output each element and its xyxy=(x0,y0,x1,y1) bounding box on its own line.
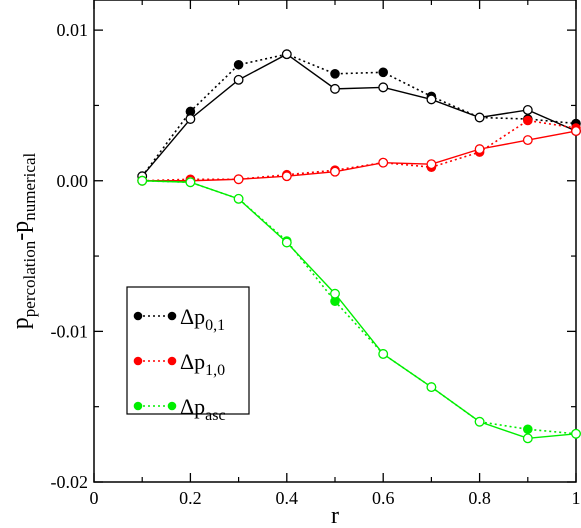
legend-label: Δp0,1 xyxy=(180,304,225,334)
axis-layer: 0 0.2 0.4 0.6 0.8 1 -0.02 -0.01 0.00 0.01 xyxy=(51,0,581,508)
legend-marker xyxy=(133,311,143,321)
y-tick-label: -0.02 xyxy=(51,472,89,492)
x-tick-label: 0.4 xyxy=(276,488,299,508)
data-point-open xyxy=(233,193,244,204)
y-tick-label: 0.00 xyxy=(57,171,89,191)
y-axis-label-sub1: percolation xyxy=(20,240,39,317)
data-point-open xyxy=(281,237,292,248)
data-point-open xyxy=(281,171,292,182)
data-point-open xyxy=(571,428,581,439)
data-point-open xyxy=(426,382,437,393)
data-point-open xyxy=(571,126,581,136)
data-point-filled xyxy=(523,424,533,435)
legend-marker xyxy=(167,311,177,321)
series-01 xyxy=(137,49,581,182)
data-point-filled xyxy=(378,67,389,78)
y-axis-label-sub2: numerical xyxy=(20,153,39,221)
x-tick-label: 0.6 xyxy=(372,488,395,508)
data-point-open xyxy=(233,174,244,185)
series-asc xyxy=(137,175,581,444)
legend-item: Δp1,0 xyxy=(133,349,225,379)
data-point-open xyxy=(185,177,196,188)
legend-marker xyxy=(133,356,143,366)
legend-label: Δp1,0 xyxy=(180,349,225,379)
data-point-filled xyxy=(523,115,533,126)
data-point-open xyxy=(474,144,485,155)
legend-box xyxy=(126,286,250,415)
legend-label: Δpasc xyxy=(180,394,226,424)
series-line-dotted xyxy=(141,53,577,177)
data-point-open xyxy=(185,114,196,124)
series-line-dotted xyxy=(142,119,577,182)
x-axis-label: r xyxy=(331,503,339,528)
data-point-open xyxy=(233,74,244,85)
x-tick-label: 0.2 xyxy=(179,488,202,508)
data-point-open xyxy=(522,433,533,444)
data-point-open xyxy=(330,288,340,299)
legend: Δp0,1 Δp1,0 Δpasc xyxy=(126,286,250,424)
series-line-solid xyxy=(142,180,577,440)
data-point-open xyxy=(330,166,340,177)
data-point-open xyxy=(426,94,437,105)
data-point-open xyxy=(426,159,437,170)
y-tick-label: 0.01 xyxy=(57,20,89,40)
data-point-open xyxy=(330,83,340,94)
data-point-open xyxy=(378,349,389,359)
series-line-solid xyxy=(141,53,577,177)
series-line-dotted xyxy=(142,179,577,435)
data-point-filled xyxy=(233,59,244,70)
legend-items: Δp0,1 Δp1,0 Δpasc xyxy=(133,304,226,424)
series-line-solid xyxy=(142,130,577,182)
y-tick-label: -0.01 xyxy=(51,321,89,341)
data-point-open xyxy=(522,105,533,115)
legend-marker xyxy=(133,401,143,411)
legend-item: Δpasc xyxy=(133,394,226,424)
x-tick-label: 1 xyxy=(572,488,581,508)
data-point-open xyxy=(137,175,148,186)
data-point-open xyxy=(281,49,292,60)
data-point-open xyxy=(378,82,389,93)
data-point-open xyxy=(474,112,485,123)
data-point-open xyxy=(522,135,533,146)
legend-marker xyxy=(167,356,177,366)
data-point-open xyxy=(474,416,485,427)
series-layer xyxy=(137,49,581,444)
series-10 xyxy=(137,115,581,186)
data-point-filled xyxy=(330,69,340,79)
legend-marker xyxy=(167,401,177,411)
x-tick-label: 0.8 xyxy=(468,488,491,508)
data-point-open xyxy=(378,157,389,168)
y-axis-label: ppercolation-pnumerical xyxy=(8,153,39,330)
x-tick-label: 0 xyxy=(90,488,99,508)
legend-item: Δp0,1 xyxy=(133,304,225,334)
